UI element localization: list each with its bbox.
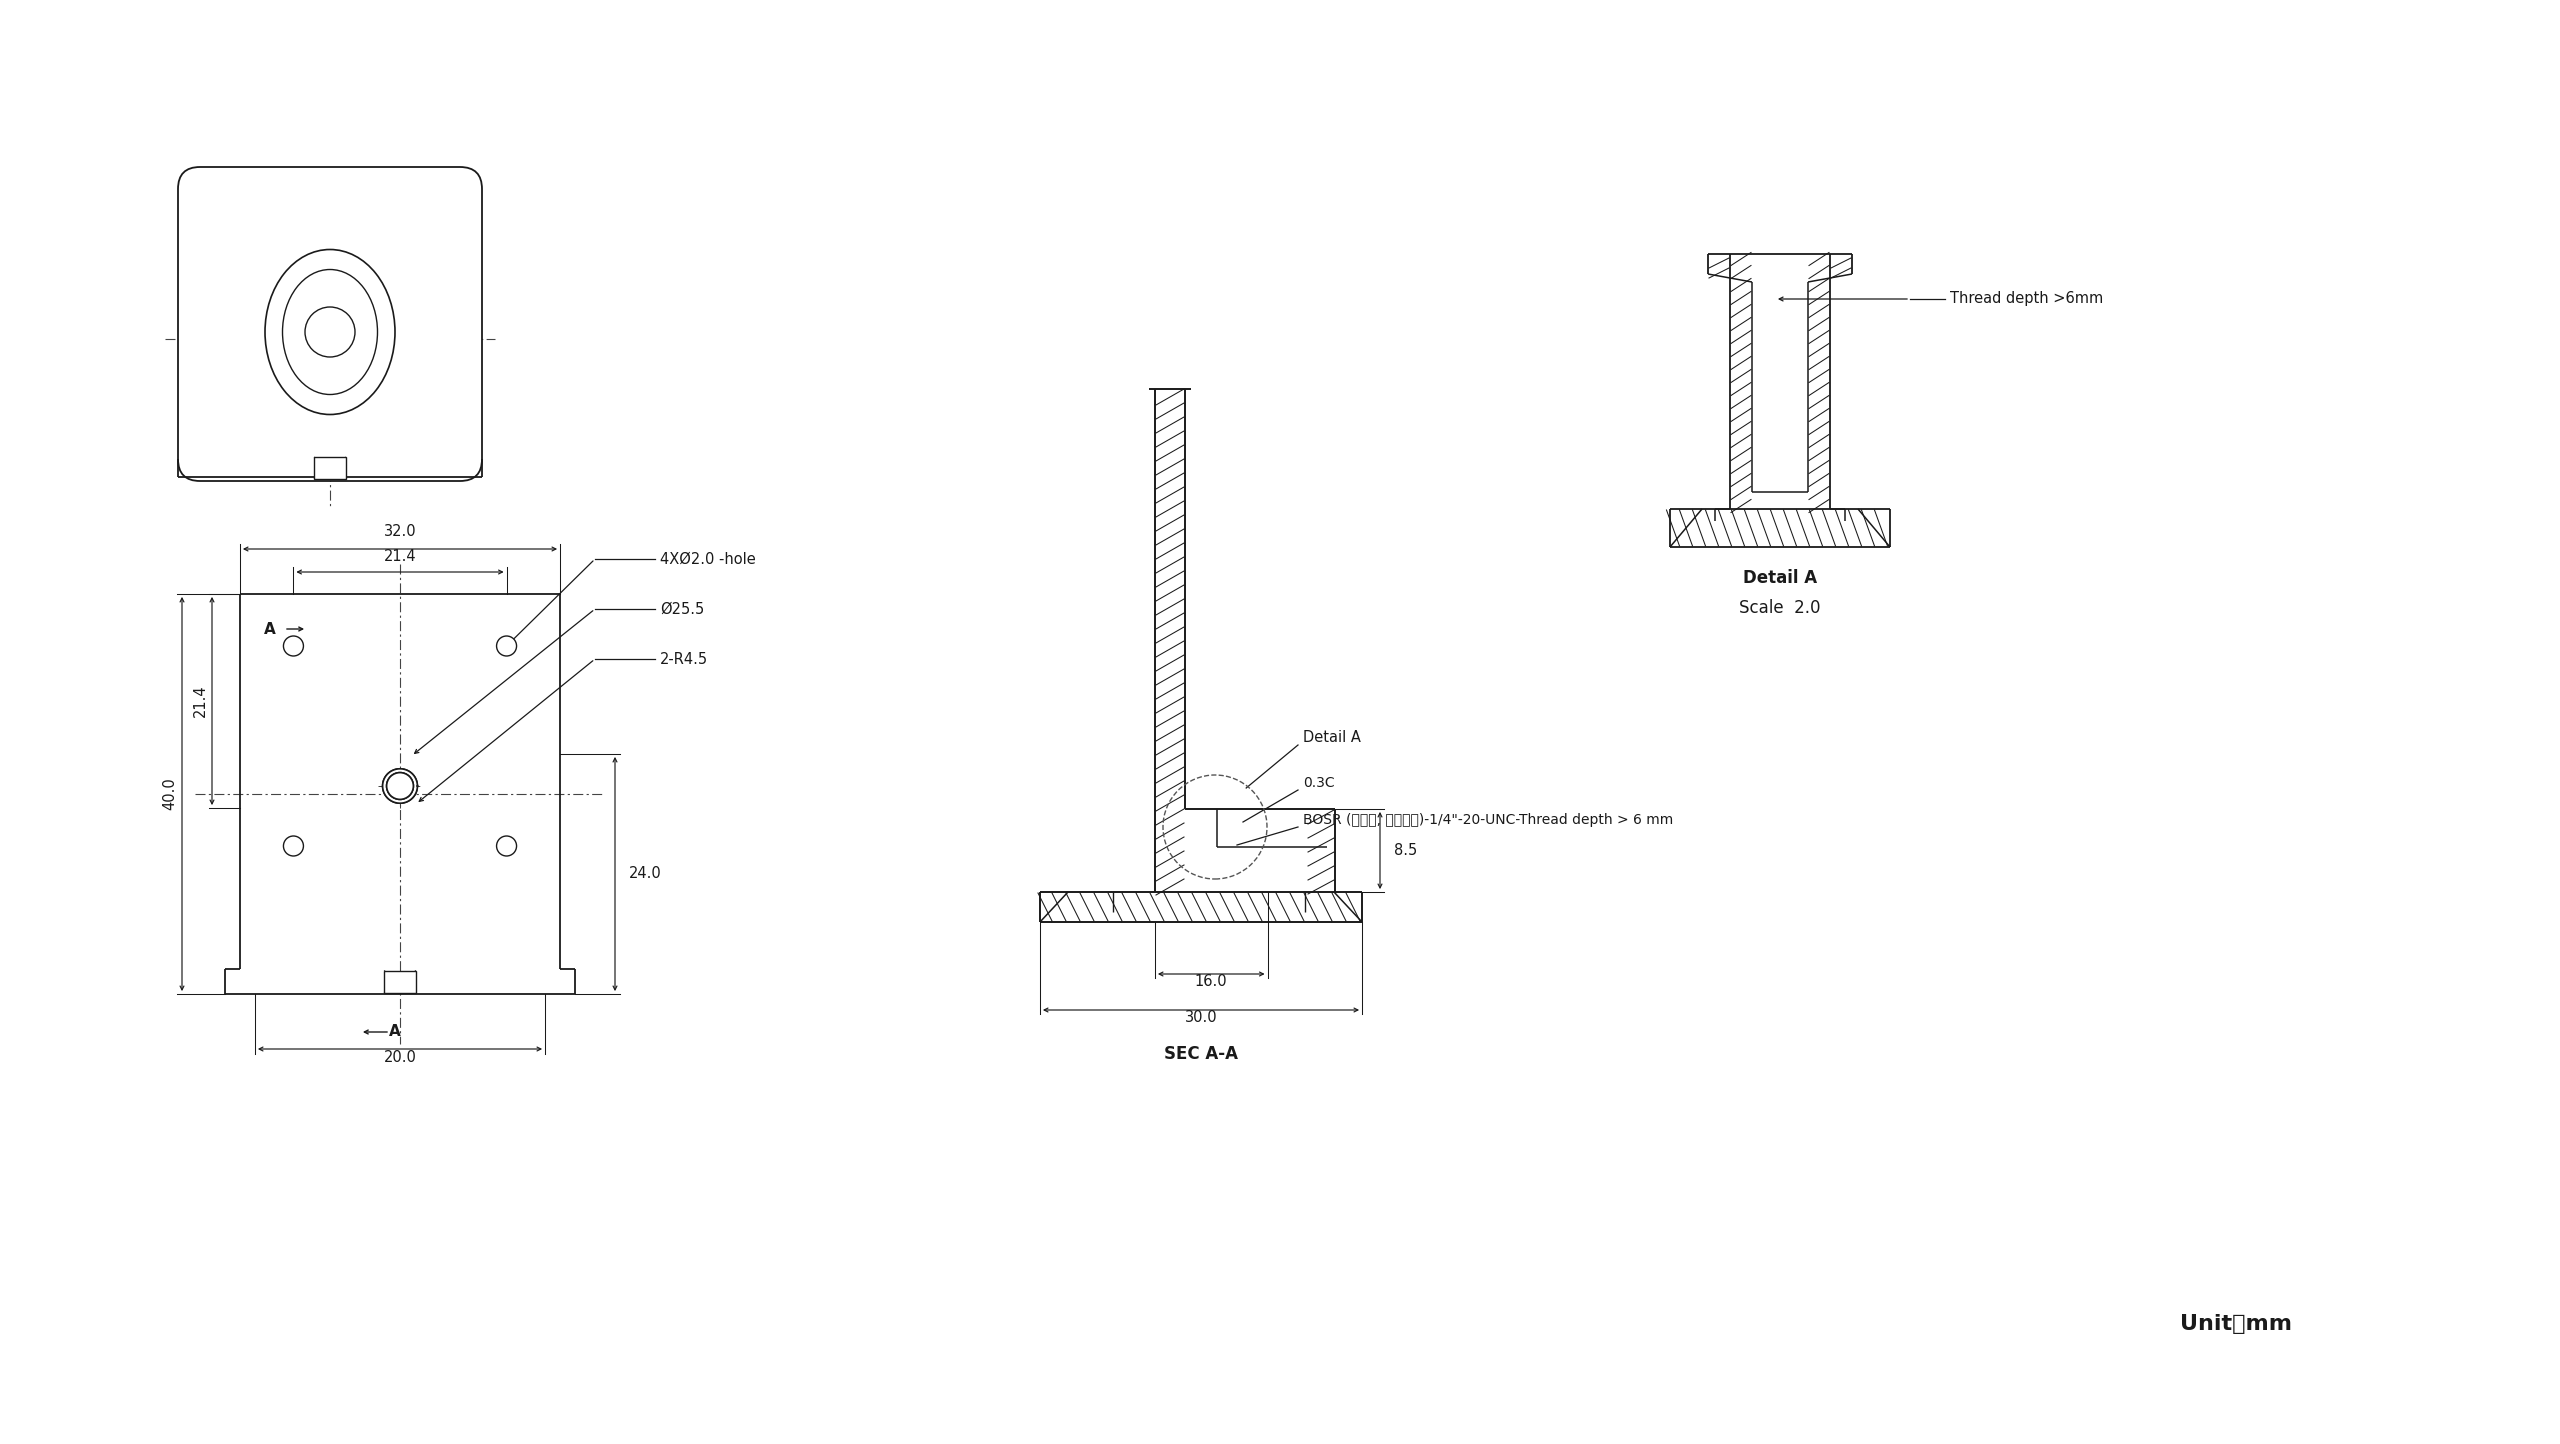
Circle shape [305, 308, 356, 357]
Text: 30.0: 30.0 [1185, 1009, 1219, 1025]
FancyBboxPatch shape [179, 168, 481, 481]
Text: Detail A: Detail A [1743, 569, 1818, 588]
Text: A: A [264, 621, 276, 637]
Text: SEC A-A: SEC A-A [1165, 1045, 1239, 1063]
Ellipse shape [381, 768, 417, 803]
Text: 20.0: 20.0 [384, 1050, 417, 1066]
Text: Unit：mm: Unit：mm [2181, 1314, 2291, 1334]
Text: Thread depth >6mm: Thread depth >6mm [1951, 292, 2104, 306]
Text: 21.4: 21.4 [192, 684, 207, 718]
Ellipse shape [266, 250, 394, 414]
Text: Detail A: Detail A [1303, 731, 1362, 745]
Text: 4XØ2.0 -hole: 4XØ2.0 -hole [660, 552, 755, 566]
Ellipse shape [282, 270, 376, 394]
Text: 40.0: 40.0 [161, 778, 177, 810]
Circle shape [497, 836, 517, 856]
Circle shape [497, 635, 517, 656]
Text: Ø25.5: Ø25.5 [660, 602, 704, 617]
Circle shape [387, 773, 412, 800]
Text: 0.3C: 0.3C [1303, 775, 1334, 790]
Text: 21.4: 21.4 [384, 549, 417, 565]
Bar [315, 456, 346, 479]
Text: BOSR (不透孔, 反向攻牙)-1/4"-20-UNC-Thread depth > 6 mm: BOSR (不透孔, 反向攻牙)-1/4"-20-UNC-Thread dept… [1303, 813, 1674, 827]
Text: 32.0: 32.0 [384, 524, 417, 539]
Text: A: A [389, 1024, 402, 1040]
Text: 8.5: 8.5 [1395, 843, 1418, 858]
Circle shape [387, 773, 412, 800]
Text: 16.0: 16.0 [1196, 975, 1229, 989]
Bar [384, 970, 415, 992]
Text: 2-R4.5: 2-R4.5 [660, 651, 709, 667]
Text: Scale  2.0: Scale 2.0 [1738, 599, 1820, 617]
Circle shape [284, 836, 305, 856]
Text: 24.0: 24.0 [630, 866, 660, 881]
Circle shape [284, 635, 305, 656]
